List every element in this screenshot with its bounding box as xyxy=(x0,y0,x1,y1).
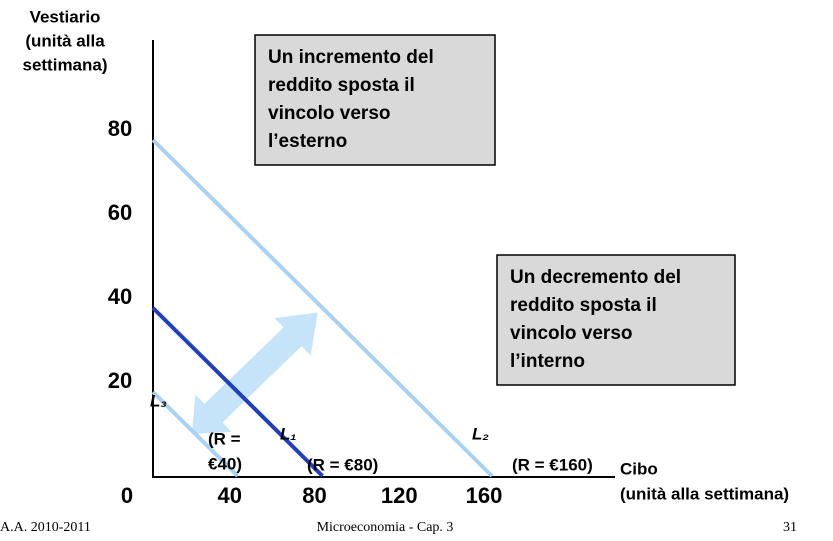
y-tick-label: 60 xyxy=(108,200,132,225)
x-tick-label: 120 xyxy=(381,483,418,508)
line-name: L₂ xyxy=(472,424,489,443)
y-tick-label: 20 xyxy=(108,368,132,393)
annotation: l’esterno xyxy=(268,131,347,152)
x-tick-label: 160 xyxy=(466,483,503,508)
line-name: L₁ xyxy=(280,424,296,443)
annotation: Un decremento del xyxy=(510,267,681,288)
annotation-box xyxy=(496,254,736,386)
footer-center: Microeconomia - Cap. 3 xyxy=(317,520,454,535)
y-axis-label: Vestiario xyxy=(30,7,101,26)
y-axis-label: (unità alla xyxy=(25,31,105,50)
annotation: Un incremento del xyxy=(268,47,434,68)
footer-left: A.A. 2010-2011 xyxy=(0,520,91,535)
line-label: (R = €80) xyxy=(307,455,378,474)
x-axis-label: Cibo xyxy=(620,459,658,478)
x-tick-label: 40 xyxy=(218,483,242,508)
annotation: vincolo verso xyxy=(268,103,391,124)
line-label: (R = €160) xyxy=(512,455,593,474)
annotation: vincolo verso xyxy=(510,323,633,344)
x-axis-label: (unità alla settimana) xyxy=(620,484,789,503)
x-tick-label: 80 xyxy=(302,483,326,508)
footer-right: 31 xyxy=(783,520,797,535)
line-name: L₃ xyxy=(150,391,167,410)
budget-line xyxy=(151,306,324,478)
annotation: l’interno xyxy=(510,351,585,372)
budget-line xyxy=(151,390,240,478)
budget-line xyxy=(151,138,494,478)
y-tick-label: 40 xyxy=(108,284,132,309)
y-tick-label: 0 xyxy=(121,483,133,508)
y-axis-label: settimana) xyxy=(22,55,107,74)
annotation: reddito sposta il xyxy=(268,75,415,96)
annotation: reddito sposta il xyxy=(510,295,657,316)
annotation-box xyxy=(254,34,496,166)
line-label: (R = xyxy=(208,429,241,448)
y-tick-label: 80 xyxy=(108,116,132,141)
shift-arrow xyxy=(191,312,318,435)
line-label: €40) xyxy=(208,454,242,473)
